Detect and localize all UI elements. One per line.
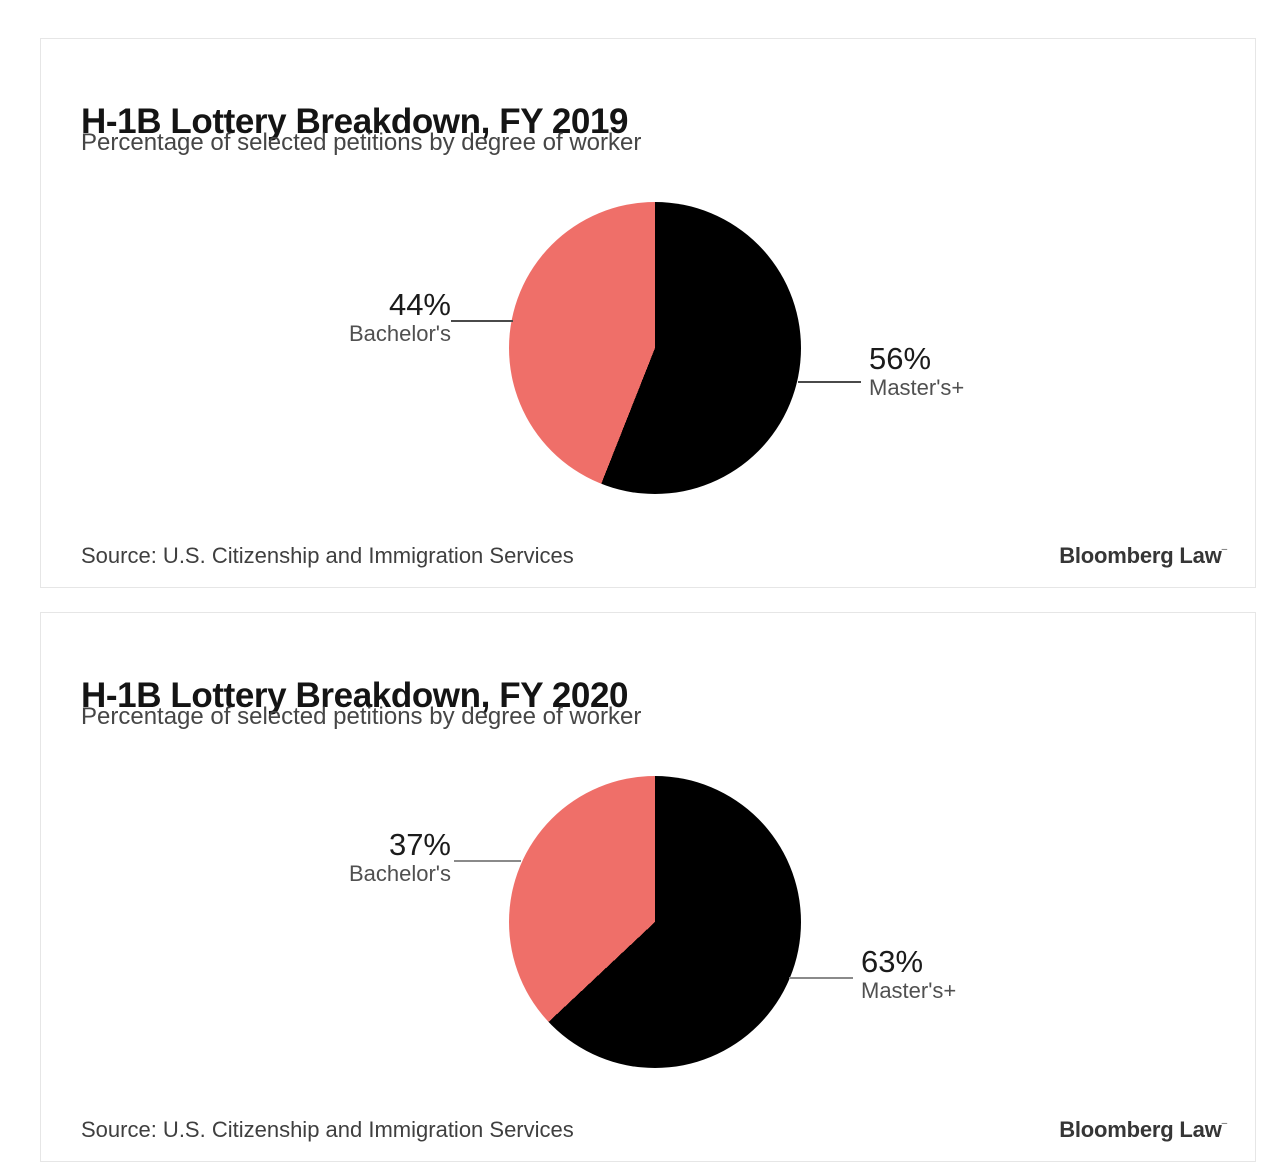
trademark-mark: – (1221, 1118, 1228, 1129)
source-note: Source: U.S. Citizenship and Immigration… (81, 543, 574, 568)
chart-title: H-1B Lottery Breakdown, FY 2020 (81, 676, 629, 716)
slice-name-label: Master's+ (861, 978, 957, 1004)
callout-line-masters (789, 977, 853, 979)
slice-value-label: 44% (388, 287, 451, 322)
brand-text: Bloomberg Law (1059, 543, 1222, 568)
callout-line-bachelors (451, 320, 513, 322)
chart-card-fy2019: H-1B Lottery Breakdown, FY 2019 Percenta… (40, 38, 1256, 588)
brand-text: Bloomberg Law (1059, 1117, 1222, 1142)
callout-label-masters: 63% Master's+ (861, 945, 956, 1004)
slice-value-label: 56% (869, 341, 932, 376)
bloomberg-law-logo: Bloomberg Law– (1059, 543, 1227, 569)
chart-card-fy2020: H-1B Lottery Breakdown, FY 2020 Percenta… (40, 612, 1256, 1162)
slice-name-label: Bachelor's (348, 321, 451, 347)
pie-chart (509, 202, 801, 494)
callout-line-bachelors (454, 860, 521, 862)
slice-name-label: Master's+ (869, 375, 965, 401)
callout-label-bachelors: 44% Bachelor's (151, 288, 451, 347)
chart-subtitle: Percentage of selected petitions by degr… (81, 129, 642, 156)
chart-title: H-1B Lottery Breakdown, FY 2019 (81, 102, 629, 142)
chart-subtitle: Percentage of selected petitions by degr… (81, 703, 642, 730)
slice-value-label: 63% (861, 944, 924, 979)
slice-value-label: 37% (388, 827, 451, 862)
callout-label-bachelors: 37% Bachelor's (151, 828, 451, 887)
bloomberg-law-logo: Bloomberg Law– (1059, 1117, 1227, 1143)
callout-label-masters: 56% Master's+ (869, 342, 964, 401)
source-note: Source: U.S. Citizenship and Immigration… (81, 1117, 574, 1142)
slice-name-label: Bachelor's (348, 861, 451, 887)
trademark-mark: – (1221, 544, 1228, 555)
pie-chart (509, 776, 801, 1068)
callout-line-masters (798, 381, 861, 383)
